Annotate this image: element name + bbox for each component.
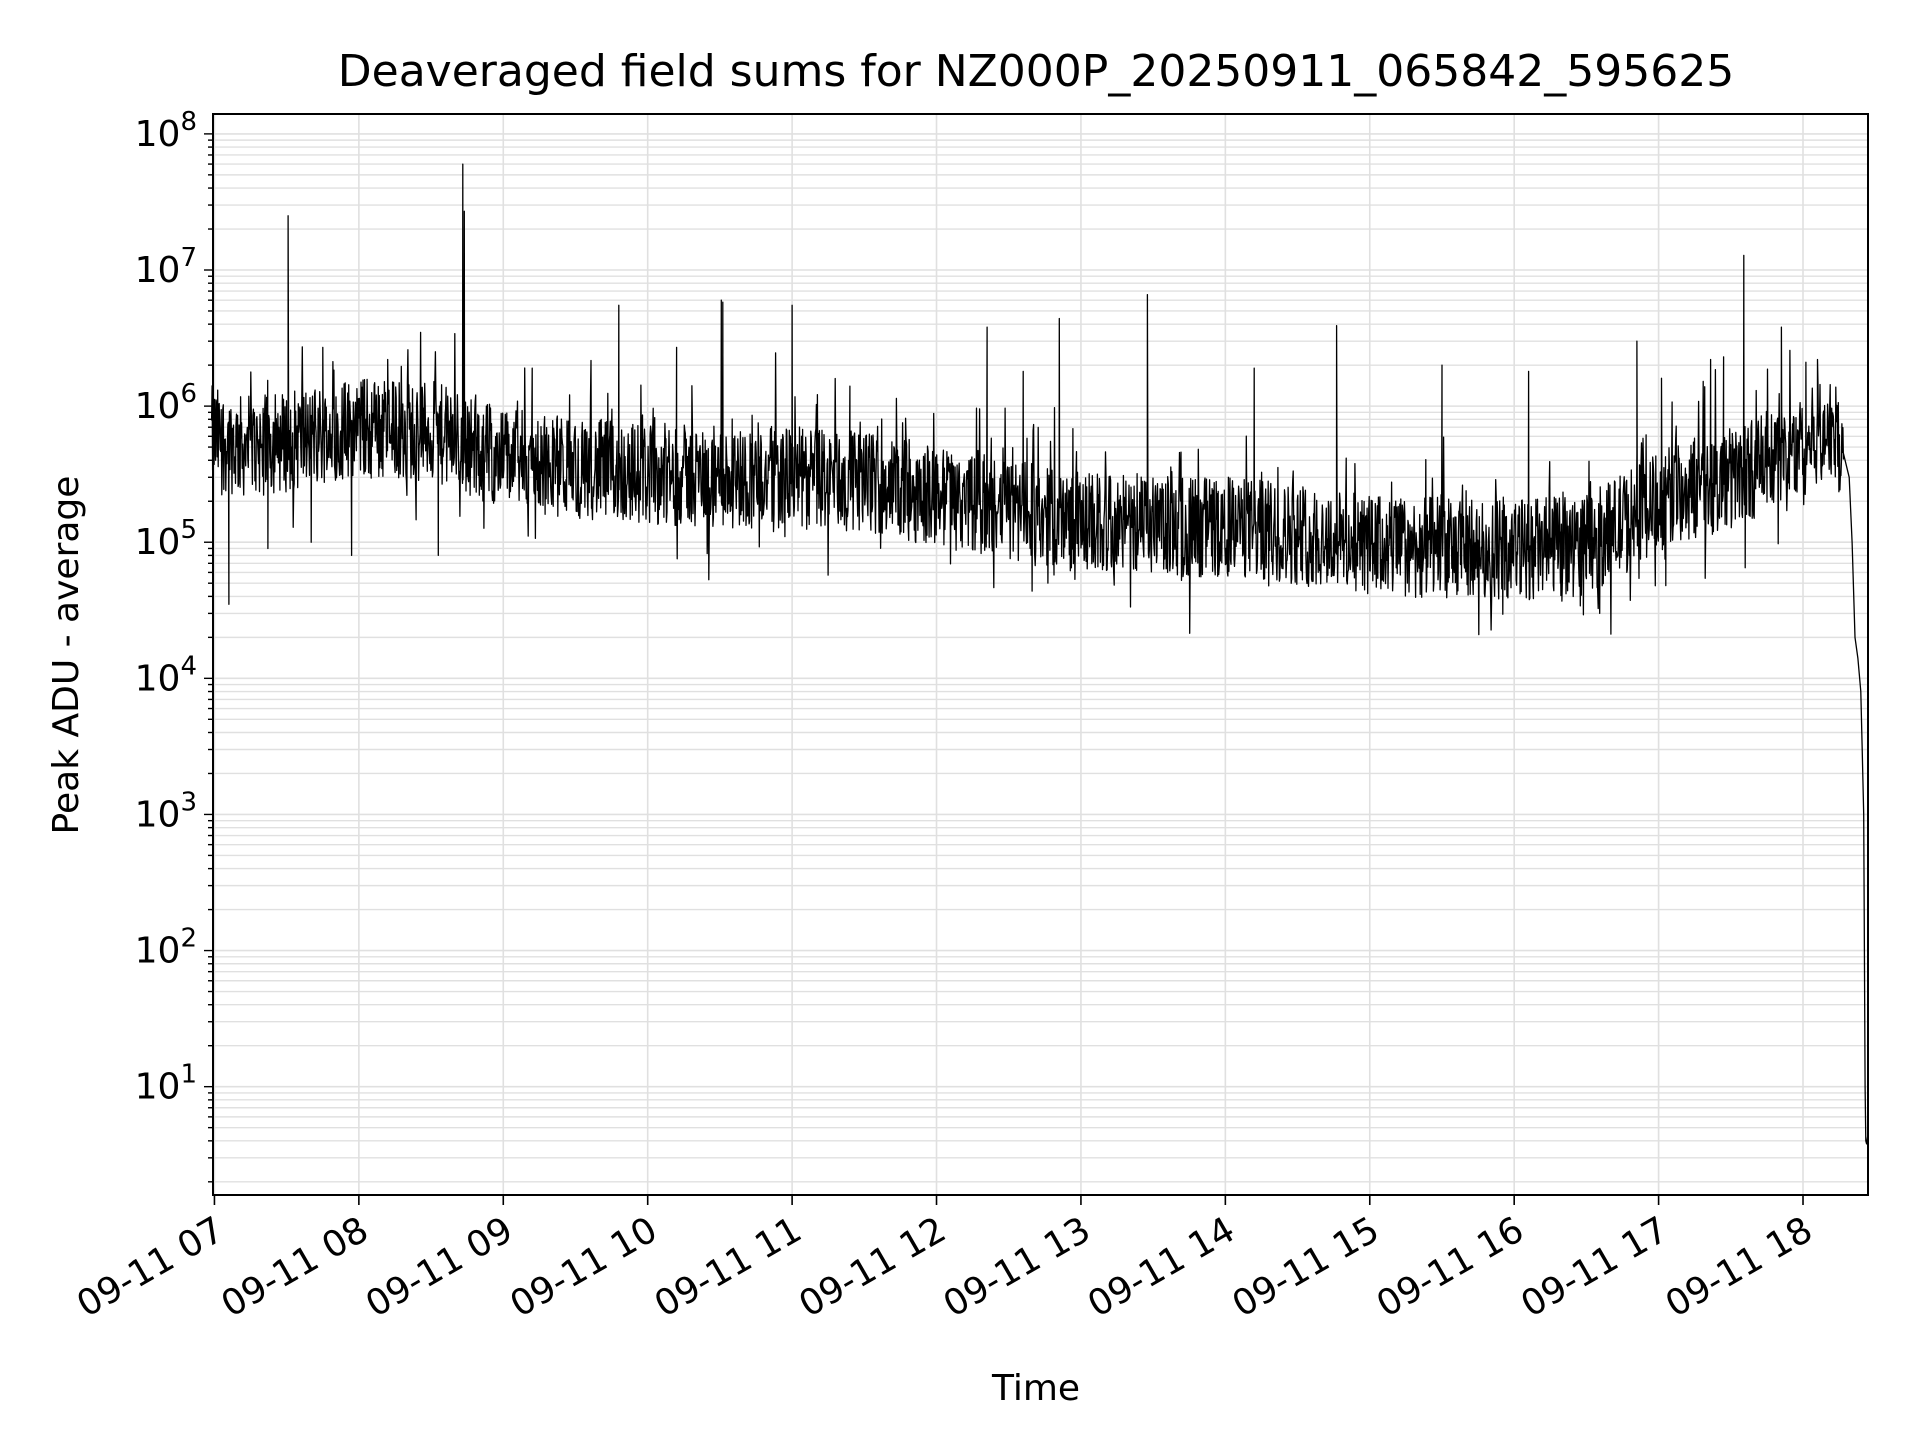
x-tick-label: 09-11 12 <box>792 1209 953 1325</box>
series-line <box>210 163 1869 1145</box>
y-tick-label: 107 <box>135 243 197 291</box>
x-tick-label: 09-11 17 <box>1514 1209 1675 1325</box>
x-axis-label: Time <box>991 1368 1080 1409</box>
x-tick-label: 09-11 07 <box>70 1209 231 1325</box>
y-tick-label: 103 <box>135 787 197 835</box>
x-tick-label: 09-11 11 <box>648 1209 809 1325</box>
y-tick-label: 102 <box>135 924 197 972</box>
y-tick-label: 104 <box>135 651 197 699</box>
chart-title: Deaveraged field sums for NZ000P_2025091… <box>338 46 1734 97</box>
x-tick-label: 09-11 15 <box>1226 1209 1387 1325</box>
data-line <box>210 163 1869 1145</box>
y-tick-label: 106 <box>135 379 197 427</box>
axes <box>212 113 1869 1196</box>
x-tick-label: 09-11 16 <box>1370 1209 1531 1325</box>
x-tick-label: 09-11 18 <box>1659 1209 1820 1325</box>
y-tick-label: 101 <box>135 1060 197 1108</box>
x-tick-label: 09-11 09 <box>359 1209 520 1325</box>
y-tick-label: 108 <box>135 107 197 155</box>
plot-frame <box>212 113 1869 1196</box>
grid <box>213 114 1868 1195</box>
x-tick-label: 09-11 13 <box>937 1209 1098 1325</box>
x-tick-label: 09-11 08 <box>215 1209 376 1325</box>
x-tick-label: 09-11 10 <box>504 1209 665 1325</box>
y-tick-label: 105 <box>135 515 197 563</box>
y-axis-label: Peak ADU - average <box>46 476 87 835</box>
x-tick-label: 09-11 14 <box>1081 1209 1242 1325</box>
